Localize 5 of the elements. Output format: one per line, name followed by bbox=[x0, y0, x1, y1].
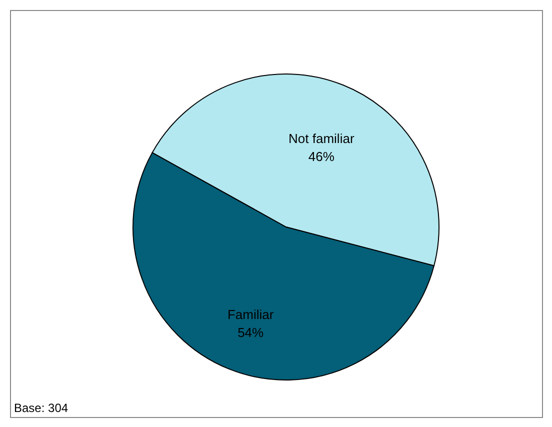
data-label: 46% bbox=[308, 148, 335, 164]
slice-label: Not familiar bbox=[288, 130, 355, 146]
data-label: 54% bbox=[238, 325, 264, 340]
text: Base: 304 bbox=[14, 401, 68, 415]
slice-label: Familiar bbox=[227, 307, 274, 322]
